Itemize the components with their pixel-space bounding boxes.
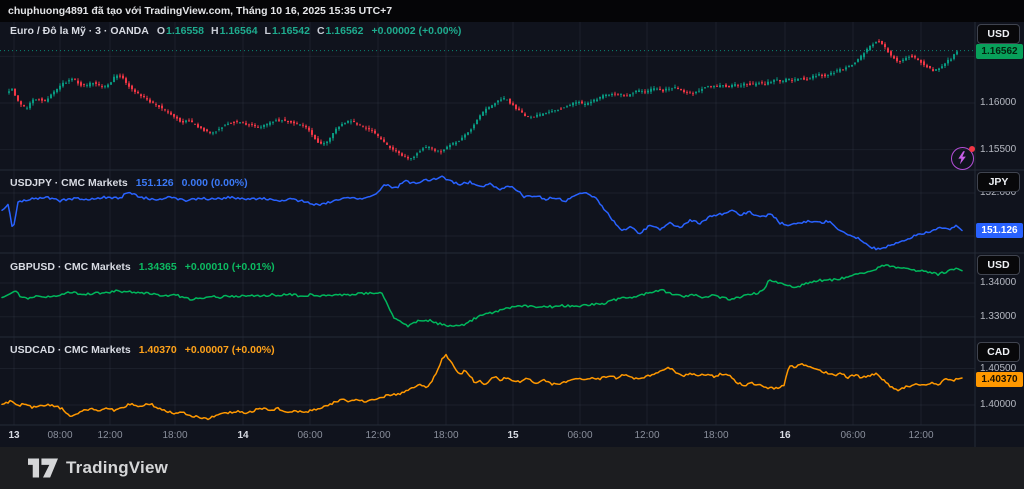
usdcad-last-value: 1.40370 (138, 344, 177, 356)
time-axis-label: 12:00 (365, 430, 391, 441)
price-badge-usdcad: 1.40370 (976, 371, 1023, 387)
currency-button-cad[interactable]: CAD (977, 341, 1020, 362)
price-axis-label: 1.40000 (980, 399, 1017, 410)
time-axis-label: 12:00 (97, 430, 123, 441)
gbpusd-legend-title: GBPUSD · CMC Markets (10, 261, 131, 273)
tradingview-logo-icon[interactable] (28, 458, 58, 478)
attribution-bar: chuphuong4891 đã tạo với TradingView.com… (0, 0, 1024, 22)
time-axis-label: 12:00 (908, 430, 934, 441)
eurusd-legend[interactable]: Euro / Đô la Mỹ · 3 · OANDA O 1.16558 H 1.1… (10, 25, 461, 37)
lightning-icon (958, 151, 966, 165)
ohlc-item: L 1.16542 (264, 25, 310, 37)
time-axis-label: 18:00 (703, 430, 729, 441)
price-badge-eurusd: 1.16562 (976, 43, 1023, 59)
usdjpy-last-value: 151.126 (135, 177, 174, 189)
gbpusd-legend[interactable]: GBPUSD · CMC Markets 1.34365 +0.00010 (+… (10, 261, 275, 273)
time-axis-label: 18:00 (162, 430, 188, 441)
time-axis-label: 13 (8, 430, 20, 441)
time-axis-label: 08:00 (47, 430, 73, 441)
price-axis-label: 152.000 (980, 187, 1017, 198)
currency-button-usd[interactable]: USD (977, 255, 1020, 275)
time-axis-label: 14 (237, 430, 249, 441)
eurusd-ohlc-values: O 1.16558 H 1.16564 L 1.16542 C 1.16562 (157, 25, 364, 37)
tradingview-wordmark[interactable]: TradingView (66, 458, 169, 477)
time-axis-label: 12:00 (634, 430, 660, 441)
usdjpy-change: 0.000 (0.00%) (181, 177, 248, 189)
time-axis-label: 15 (507, 430, 519, 441)
currency-button-usd[interactable]: USD (977, 24, 1020, 44)
currency-button-jpy[interactable]: JPY (977, 172, 1020, 192)
time-axis-label: 06:00 (567, 430, 593, 441)
price-axis-label: 1.34000 (980, 277, 1017, 288)
time-axis-label: 18:00 (433, 430, 459, 441)
ohlc-item: O 1.16558 (156, 25, 204, 37)
gbpusd-change: +0.00010 (+0.01%) (184, 261, 275, 273)
ohlc-item: H 1.16564 (210, 25, 258, 37)
usdjpy-legend[interactable]: USDJPY · CMC Markets 151.126 0.000 (0.00… (10, 177, 248, 189)
eurusd-change: +0.00002 (+0.00%) (371, 25, 462, 37)
footer-bar: TradingView (0, 447, 1024, 489)
notification-dot (969, 146, 975, 152)
price-badge-usdjpy: 151.126 (976, 223, 1023, 238)
price-axis-label: 1.16000 (980, 97, 1017, 108)
boost-icon[interactable] (951, 146, 975, 170)
attribution-text: chuphuong4891 đã tạo với TradingView.com… (8, 5, 393, 17)
usdcad-change: +0.00007 (+0.00%) (184, 344, 275, 356)
usdcad-legend[interactable]: USDCAD · CMC Markets 1.40370 +0.00007 (+… (10, 344, 275, 356)
price-axis-label: 1.15500 (980, 143, 1017, 155)
time-axis-label: 06:00 (297, 430, 323, 441)
usdjpy-legend-title: USDJPY · CMC Markets (10, 177, 128, 189)
eurusd-legend-title: Euro / Đô la Mỹ · 3 · OANDA (10, 25, 149, 37)
price-axis-label: 1.40500 (980, 362, 1017, 374)
ohlc-item: C 1.16562 (316, 25, 364, 37)
gbpusd-last-value: 1.34365 (138, 261, 177, 273)
usdcad-legend-title: USDCAD · CMC Markets (10, 344, 131, 356)
time-axis-label: 06:00 (840, 430, 866, 441)
chart-canvas[interactable] (0, 0, 1024, 447)
price-axis-label: 1.33000 (980, 310, 1017, 322)
time-axis-label: 16 (779, 430, 791, 441)
